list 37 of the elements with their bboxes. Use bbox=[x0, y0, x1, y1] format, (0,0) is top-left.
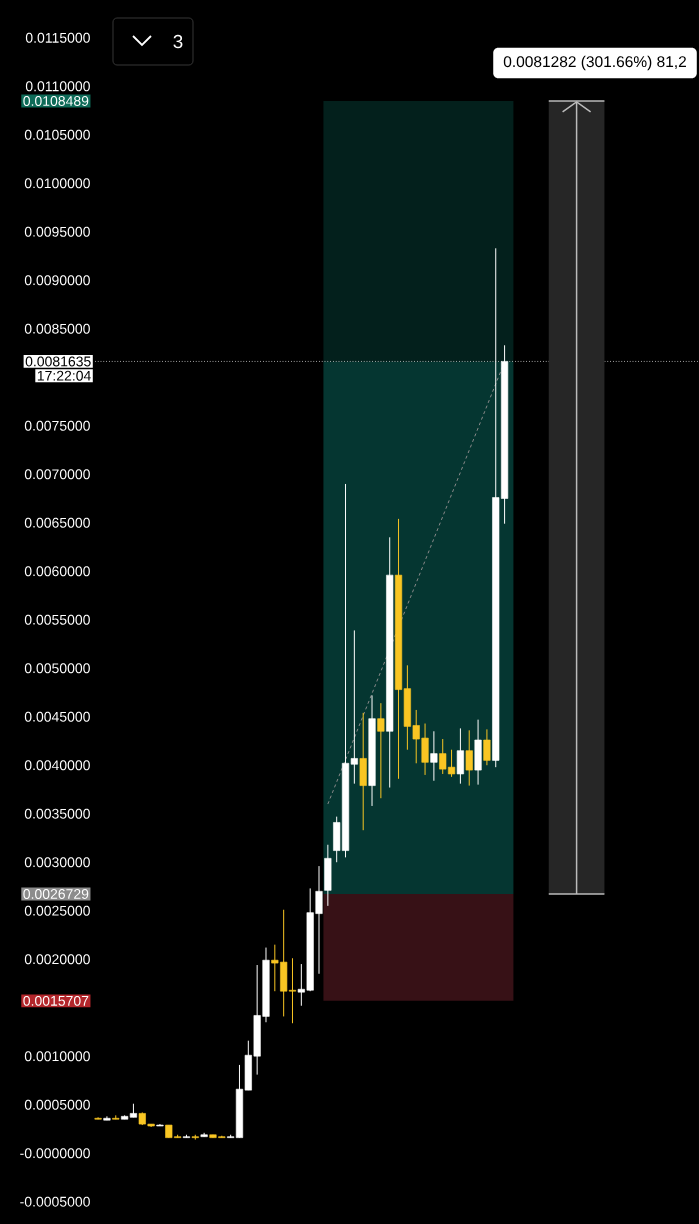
y-tick-label: 0.0095000 bbox=[24, 226, 90, 237]
annotation: 0.0081282 (301.66%) 81,2 bbox=[503, 55, 686, 71]
candlestick bbox=[483, 728, 491, 766]
y-tick-label: 0.0015707 bbox=[23, 995, 89, 1006]
y-tick-label: 0.0030000 bbox=[24, 857, 90, 868]
candlestick bbox=[377, 702, 385, 799]
y-tick-label: 0.0110000 bbox=[25, 81, 90, 92]
y-tick-label: 0.0105000 bbox=[24, 129, 90, 140]
text: 17:22:04 bbox=[37, 370, 91, 381]
y-tick-label: 0.0090000 bbox=[24, 275, 90, 286]
y-tick-label: 0.0100000 bbox=[24, 178, 90, 189]
y-tick-label: -0.0000000 bbox=[20, 1148, 90, 1159]
y-tick-label: 0.0070000 bbox=[24, 469, 90, 480]
y-tick-label: 0.0005000 bbox=[24, 1099, 90, 1110]
candlestick bbox=[94, 1116, 102, 1120]
candlestick bbox=[465, 729, 473, 787]
y-tick-label: 0.0115000 bbox=[25, 32, 90, 43]
y-tick-label: 0.0065000 bbox=[24, 517, 90, 528]
y-tick-label: 0.0020000 bbox=[24, 954, 90, 965]
y-tick-label: 0.0085000 bbox=[24, 323, 90, 334]
candlestick bbox=[430, 730, 438, 782]
y-tick-label: 0.0060000 bbox=[24, 566, 90, 577]
y-tick-label: 0.0040000 bbox=[24, 760, 90, 771]
ref-line-label: 0.0081635 bbox=[25, 356, 91, 367]
y-tick-label: 0.0025000 bbox=[24, 905, 90, 916]
y-tick-label: 0.0045000 bbox=[24, 711, 90, 722]
y-tick-label: 0.0010000 bbox=[24, 1051, 90, 1062]
y-tick-label: 0.0026729 bbox=[23, 888, 89, 899]
candlestick bbox=[456, 727, 464, 785]
y-tick-label: 0.0050000 bbox=[24, 663, 90, 674]
y-tick-label: 0.0075000 bbox=[24, 420, 90, 431]
y-tick-label: 0.0108489 bbox=[23, 96, 89, 106]
y-tick-label: 0.0035000 bbox=[24, 808, 90, 819]
candlestick bbox=[103, 1115, 111, 1121]
y-tick-label: -0.0005000 bbox=[20, 1196, 90, 1207]
y-tick-label: 0.0055000 bbox=[24, 614, 90, 625]
annotation: 3 bbox=[173, 34, 183, 49]
